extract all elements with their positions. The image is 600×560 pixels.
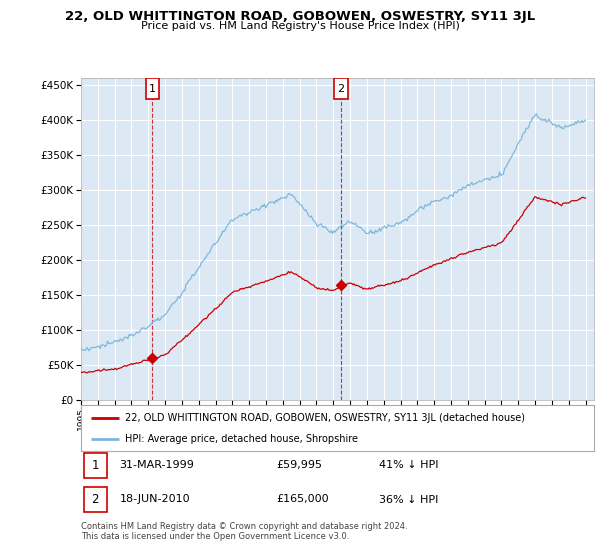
Text: £59,995: £59,995: [276, 460, 322, 470]
Text: 1: 1: [91, 459, 99, 472]
Bar: [83, 452, 107, 478]
Text: Contains HM Land Registry data © Crown copyright and database right 2024.
This d: Contains HM Land Registry data © Crown c…: [81, 522, 407, 542]
Bar: [334, 78, 348, 100]
Bar: [146, 78, 159, 100]
Text: 22, OLD WHITTINGTON ROAD, GOBOWEN, OSWESTRY, SY11 3JL (detached house): 22, OLD WHITTINGTON ROAD, GOBOWEN, OSWES…: [125, 413, 524, 423]
Text: £165,000: £165,000: [276, 494, 329, 505]
Text: 18-JUN-2010: 18-JUN-2010: [119, 494, 190, 505]
Text: HPI: Average price, detached house, Shropshire: HPI: Average price, detached house, Shro…: [125, 435, 358, 444]
Text: 2: 2: [337, 84, 344, 94]
Text: 1: 1: [149, 84, 156, 94]
Text: 31-MAR-1999: 31-MAR-1999: [119, 460, 194, 470]
Text: 22, OLD WHITTINGTON ROAD, GOBOWEN, OSWESTRY, SY11 3JL: 22, OLD WHITTINGTON ROAD, GOBOWEN, OSWES…: [65, 10, 535, 23]
Text: 41% ↓ HPI: 41% ↓ HPI: [379, 460, 438, 470]
Text: 2: 2: [91, 493, 99, 506]
Text: Price paid vs. HM Land Registry's House Price Index (HPI): Price paid vs. HM Land Registry's House …: [140, 21, 460, 31]
Bar: [83, 487, 107, 512]
Text: 36% ↓ HPI: 36% ↓ HPI: [379, 494, 438, 505]
